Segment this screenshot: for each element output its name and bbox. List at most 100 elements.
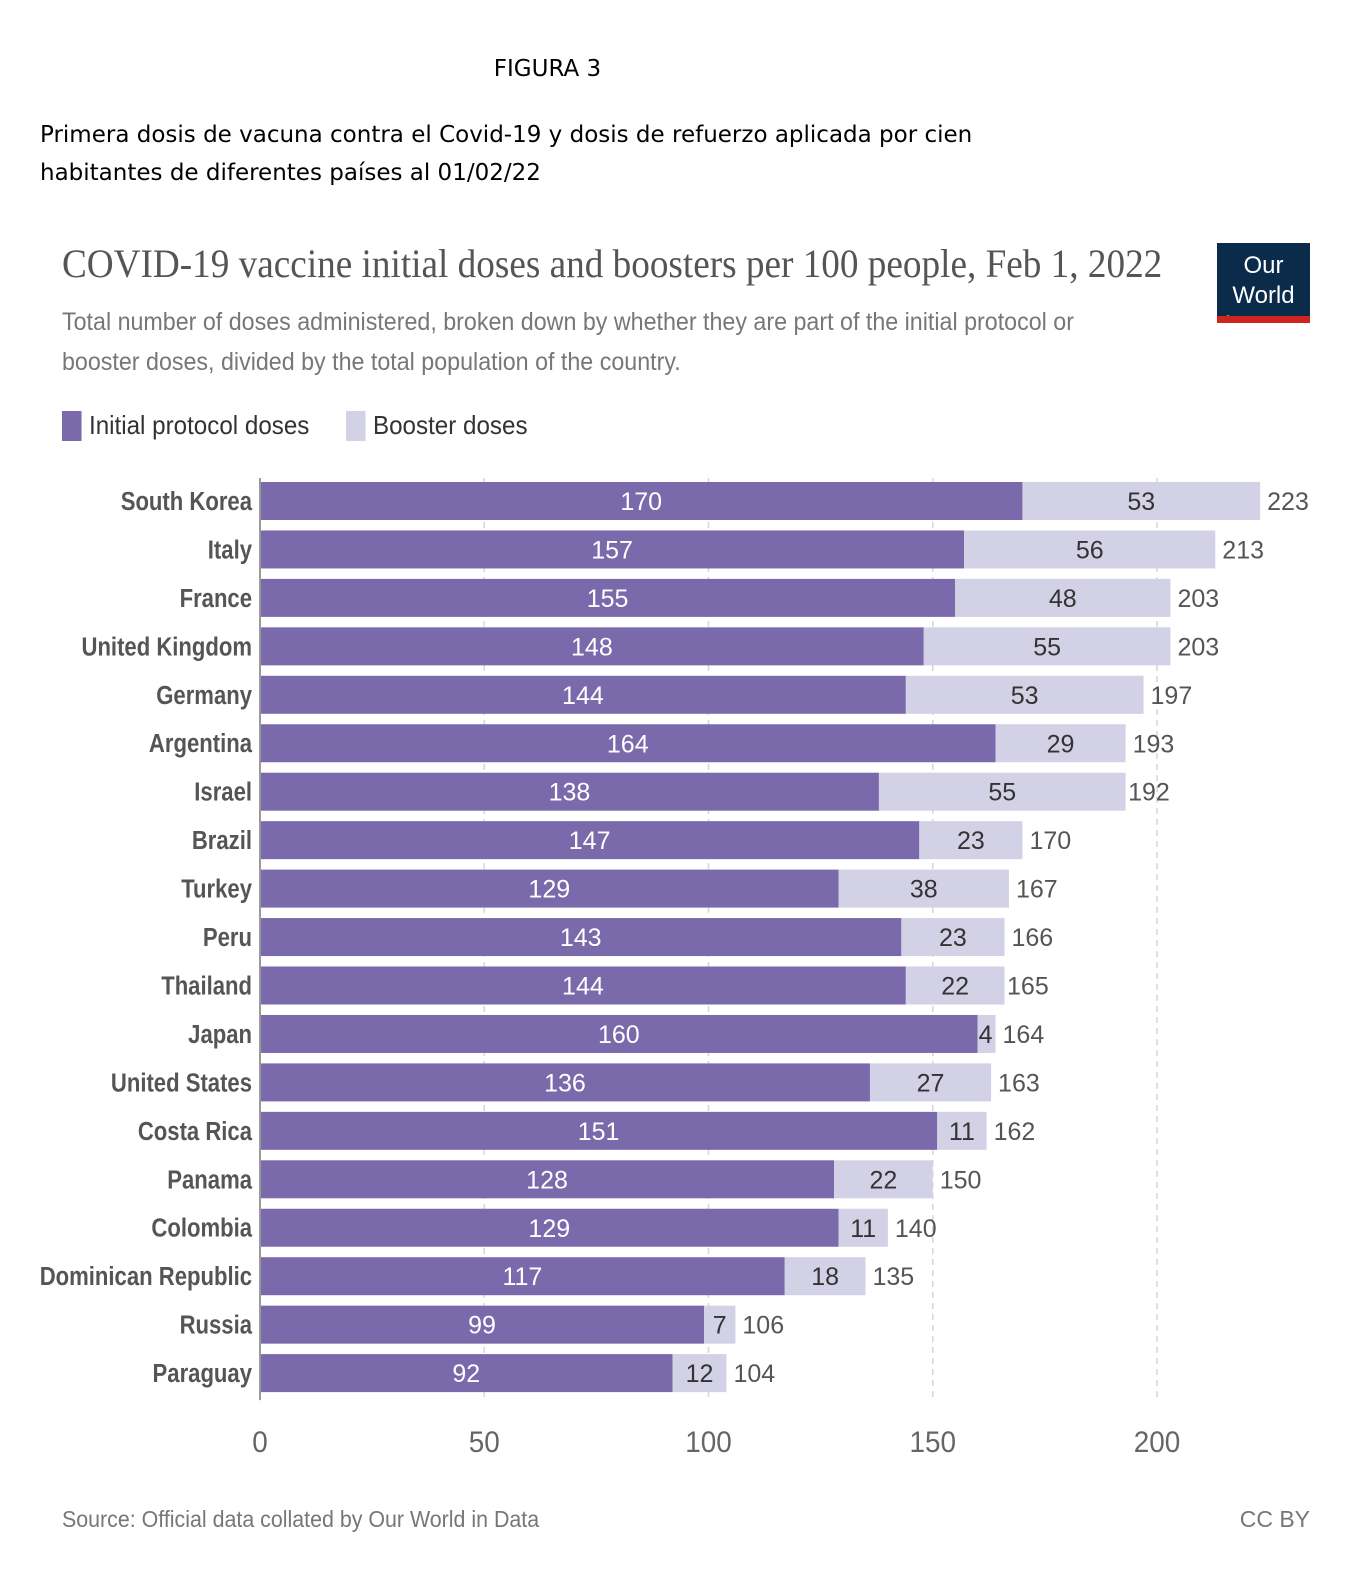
bar-booster: [1022, 482, 1261, 520]
data-label-booster: 12: [686, 1360, 714, 1388]
chart-title: COVID-19 vaccine initial doses and boost…: [62, 241, 1163, 286]
data-label-booster: 23: [957, 827, 985, 855]
data-label-initial: 160: [598, 1021, 640, 1049]
data-label-total: 164: [1003, 1021, 1045, 1049]
data-label-total: 163: [998, 1069, 1040, 1097]
data-label-total: 166: [1012, 924, 1054, 952]
bar-booster: [834, 1160, 933, 1199]
data-label-booster: 55: [1033, 633, 1061, 661]
data-label-total: 197: [1151, 682, 1193, 710]
legend-item-initial[interactable]: Initial protocol doses: [62, 410, 309, 441]
data-label-initial: 155: [587, 585, 629, 613]
bar-booster: [937, 1111, 987, 1150]
data-label-initial: 143: [560, 924, 602, 952]
bar-initial: [260, 675, 906, 714]
category-label: Colombia: [151, 1214, 252, 1243]
x-tick-label: 0: [252, 1426, 268, 1459]
legend-swatch-booster: [346, 410, 366, 441]
bar-booster: [995, 724, 1126, 763]
category-label: Panama: [167, 1166, 252, 1195]
data-label-booster: 7: [713, 1312, 727, 1340]
bar-initial: [260, 578, 956, 617]
bar-initial: [260, 530, 965, 569]
data-label-total: 223: [1267, 488, 1309, 516]
category-label: Costa Rica: [138, 1117, 253, 1146]
data-label-booster: 53: [1011, 682, 1039, 710]
bar-initial: [260, 1208, 839, 1247]
data-label-initial: 136: [544, 1069, 586, 1097]
data-label-initial: 92: [452, 1360, 480, 1388]
bar-initial: [260, 1257, 785, 1296]
data-label-initial: 151: [578, 1118, 620, 1146]
category-label: United States: [111, 1069, 252, 1098]
category-label: United Kingdom: [81, 633, 252, 662]
bar-initial: [260, 1111, 938, 1150]
legend-label-initial: Initial protocol doses: [88, 410, 310, 440]
data-label-booster: 11: [949, 1118, 975, 1146]
data-label-booster: 22: [870, 1166, 898, 1194]
data-label-booster: 56: [1076, 536, 1104, 564]
x-tick-label: 100: [685, 1426, 732, 1459]
bar-initial: [260, 1160, 835, 1199]
data-label-initial: 144: [562, 682, 604, 710]
data-label-initial: 170: [620, 488, 662, 516]
category-label: South Korea: [121, 487, 253, 516]
data-label-initial: 129: [528, 876, 570, 904]
category-label: Japan: [188, 1020, 252, 1049]
bar-initial: [260, 724, 996, 763]
data-label-total: 104: [733, 1360, 775, 1388]
data-label-initial: 138: [549, 779, 591, 807]
bar-initial: [260, 966, 906, 1005]
category-label: Turkey: [181, 875, 252, 904]
data-label-initial: 117: [502, 1263, 542, 1291]
data-label-booster: 29: [1047, 730, 1075, 758]
bar-booster: [977, 1014, 996, 1053]
chart-legend: Initial protocol doses Booster doses: [62, 410, 559, 441]
legend-label-booster: Booster doses: [373, 410, 528, 440]
data-label-initial: 148: [571, 633, 613, 661]
bar-booster: [955, 578, 1171, 617]
data-label-total: 106: [742, 1312, 784, 1340]
category-label: Paraguay: [153, 1359, 253, 1388]
bar-initial: [260, 1305, 705, 1344]
data-label-total: 135: [872, 1263, 914, 1291]
category-label: Italy: [208, 536, 253, 565]
data-label-booster: 38: [910, 876, 938, 904]
figure-caption: Primera dosis de vacuna contra el Covid-…: [40, 122, 973, 186]
bar-booster: [964, 530, 1216, 569]
data-label-total: 192: [1128, 779, 1170, 807]
data-label-total: 167: [1016, 876, 1058, 904]
data-label-initial: 129: [528, 1215, 570, 1243]
source-note: Source: Official data collated by Our Wo…: [62, 1506, 540, 1532]
data-label-total: 203: [1177, 585, 1219, 613]
x-tick-label: 50: [469, 1426, 500, 1459]
data-label-total: 203: [1177, 633, 1219, 661]
bar-initial: [260, 821, 920, 860]
owid-logo[interactable]: Our World in Data: [1217, 243, 1310, 339]
data-label-initial: 128: [526, 1166, 568, 1194]
bar-booster: [672, 1354, 727, 1393]
data-label-booster: 18: [811, 1263, 839, 1291]
bar-initial: [260, 1063, 870, 1102]
bar-booster: [784, 1257, 866, 1296]
data-label-booster: 4: [979, 1021, 993, 1049]
bar-initial: [260, 772, 879, 811]
bar-booster: [704, 1305, 736, 1344]
license-link[interactable]: CC BY: [1239, 1506, 1310, 1532]
bar-booster: [923, 627, 1171, 666]
bar-booster: [838, 869, 1009, 908]
data-label-total: 213: [1222, 536, 1264, 564]
data-label-initial: 99: [468, 1312, 496, 1340]
category-label: Germany: [156, 681, 252, 710]
logo-line-1: Our World: [1232, 252, 1295, 309]
logo-stripe: [1217, 316, 1310, 323]
data-label-booster: 53: [1127, 488, 1155, 516]
bar-booster: [869, 1063, 992, 1102]
category-label: Thailand: [161, 972, 252, 1001]
data-label-total: 170: [1029, 827, 1071, 855]
data-label-booster: 48: [1049, 585, 1077, 613]
legend-item-booster[interactable]: Booster doses: [346, 410, 528, 441]
category-label: Russia: [180, 1311, 253, 1340]
data-label-initial: 157: [591, 536, 633, 564]
